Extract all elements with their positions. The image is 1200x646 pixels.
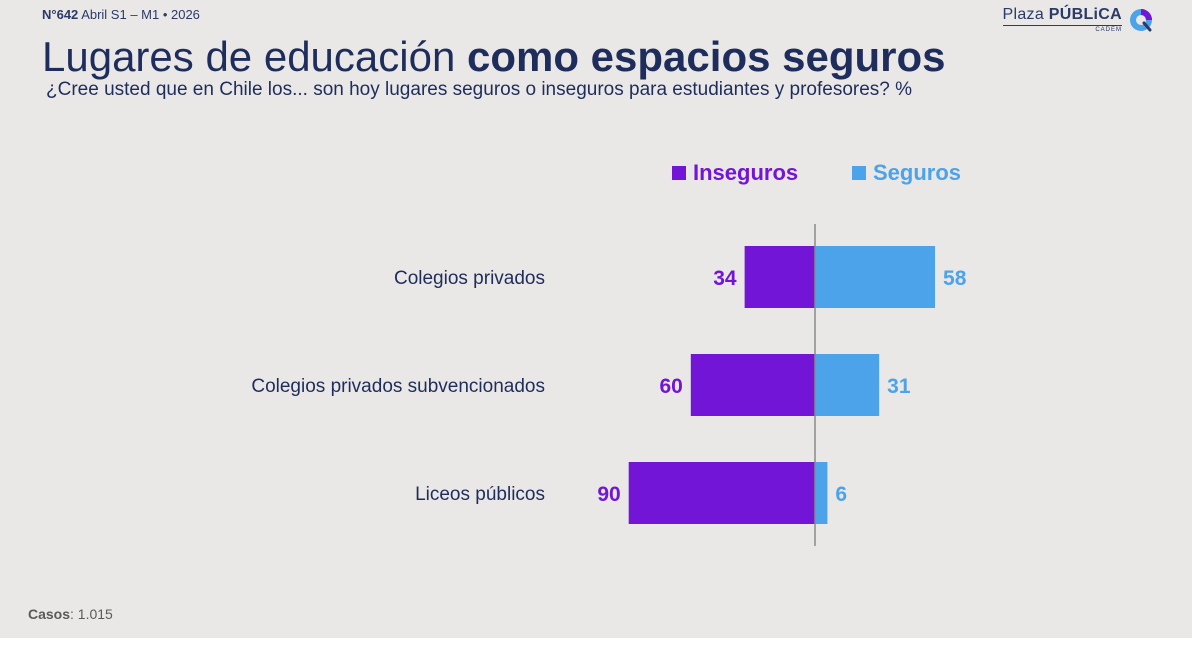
- legend-label-inseguros: Inseguros: [693, 160, 799, 185]
- legend-item-inseguros: Inseguros: [672, 160, 798, 186]
- data-label-seguros-liceos-publicos: 6: [835, 483, 847, 506]
- data-label-inseguros-colegios-privados: 34: [713, 267, 737, 290]
- bar-seguros-colegios-privados: [815, 246, 936, 308]
- brand-mark-icon: [1130, 9, 1152, 32]
- legend-swatch-seguros: [852, 166, 866, 180]
- brand-name-bold: PÚBLiCA: [1048, 6, 1122, 23]
- page-title-bold: como espacios seguros: [467, 33, 946, 80]
- data-label-inseguros-colegios-privados-subvencionados: 60: [659, 375, 682, 398]
- footer-cases: Casos: 1.015: [28, 606, 113, 622]
- page-title-light: Lugares de educación: [42, 33, 456, 80]
- bar-inseguros-colegios-privados-subvencionados: [690, 354, 815, 416]
- bar-seguros-liceos-publicos: [815, 462, 828, 524]
- issue-date: Abril S1 – M1 • 2026: [81, 7, 200, 22]
- footer-cases-value: : 1.015: [70, 606, 113, 622]
- data-label-seguros-colegios-privados-subvencionados: 31: [887, 375, 911, 398]
- brand-text: Plaza PÚBLiCA CADEM: [1002, 7, 1123, 33]
- bar-inseguros-colegios-privados: [744, 246, 815, 308]
- issue-number: N°642: [42, 7, 79, 22]
- category-label-colegios-privados: Colegios privados: [394, 268, 545, 289]
- legend-swatch-inseguros: [672, 166, 686, 180]
- bar-seguros-colegios-privados-subvencionados: [815, 354, 880, 416]
- brand-name: Plaza PÚBLiCA: [1003, 7, 1123, 23]
- legend-item-seguros: Seguros: [852, 160, 961, 186]
- data-label-inseguros-liceos-publicos: 90: [597, 483, 620, 506]
- page-title: Lugares de educación como espacios segur…: [42, 32, 946, 82]
- brand-sub: CADEM: [1002, 25, 1122, 33]
- legend-label-seguros: Seguros: [873, 160, 962, 185]
- issue-meta: N°642 Abril S1 – M1 • 2026: [42, 7, 200, 22]
- page-subtitle: ¿Cree usted que en Chile los... son hoy …: [46, 79, 913, 100]
- bar-inseguros-liceos-publicos: [628, 462, 815, 524]
- category-label-liceos-publicos: Liceos públicos: [415, 484, 545, 505]
- brand-logo: Plaza PÚBLiCA CADEM: [1002, 5, 1155, 35]
- footer-cases-label: Casos: [28, 606, 71, 622]
- data-label-seguros-colegios-privados: 58: [943, 267, 967, 290]
- category-label-colegios-privados-subvencionados: Colegios privados subvencionados: [251, 376, 545, 397]
- brand-name-light: Plaza: [1002, 6, 1045, 23]
